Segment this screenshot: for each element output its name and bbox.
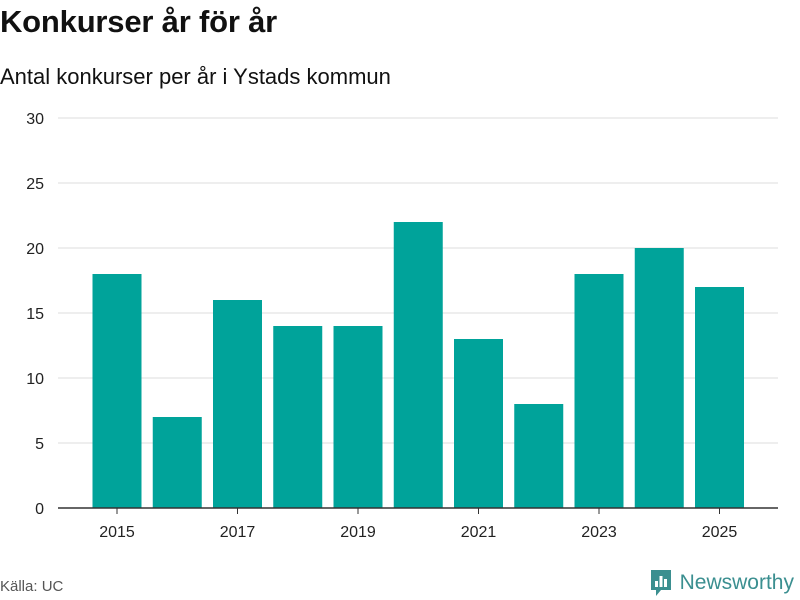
chart-title: Konkurser år för år bbox=[0, 4, 278, 39]
bar-2021 bbox=[454, 339, 503, 508]
bar-2015 bbox=[92, 274, 142, 508]
y-tick-label: 25 bbox=[26, 176, 44, 193]
bar-2025 bbox=[695, 287, 744, 508]
bar-2024 bbox=[634, 248, 684, 508]
brand-logo: Newsworthy bbox=[649, 568, 794, 598]
x-tick-label: 2019 bbox=[340, 524, 376, 541]
y-tick-label: 0 bbox=[35, 501, 44, 518]
brand-name: Newsworthy bbox=[679, 571, 794, 594]
bar-2017 bbox=[213, 300, 262, 508]
bar-2018 bbox=[273, 326, 323, 508]
y-tick-label: 15 bbox=[26, 306, 44, 323]
bar-2023 bbox=[574, 274, 624, 508]
x-tick-label: 2023 bbox=[581, 524, 617, 541]
x-tick-label: 2025 bbox=[702, 524, 738, 541]
y-tick-label: 5 bbox=[35, 436, 44, 453]
y-tick-label: 30 bbox=[26, 111, 44, 128]
bar-2022 bbox=[514, 404, 564, 508]
y-tick-label: 10 bbox=[26, 371, 44, 388]
newsworthy-logo-icon bbox=[650, 570, 671, 596]
chart-subtitle: Antal konkurser per år i Ystads kommun bbox=[0, 64, 391, 89]
bar-2020 bbox=[393, 222, 443, 508]
bar-2019 bbox=[333, 326, 383, 508]
source-note: Källa: UC bbox=[0, 578, 64, 595]
x-tick-label: 2021 bbox=[461, 524, 497, 541]
bar-2016 bbox=[152, 417, 202, 508]
y-tick-label: 20 bbox=[26, 241, 44, 258]
x-tick-label: 2015 bbox=[99, 524, 135, 541]
x-tick-label: 2017 bbox=[220, 524, 256, 541]
